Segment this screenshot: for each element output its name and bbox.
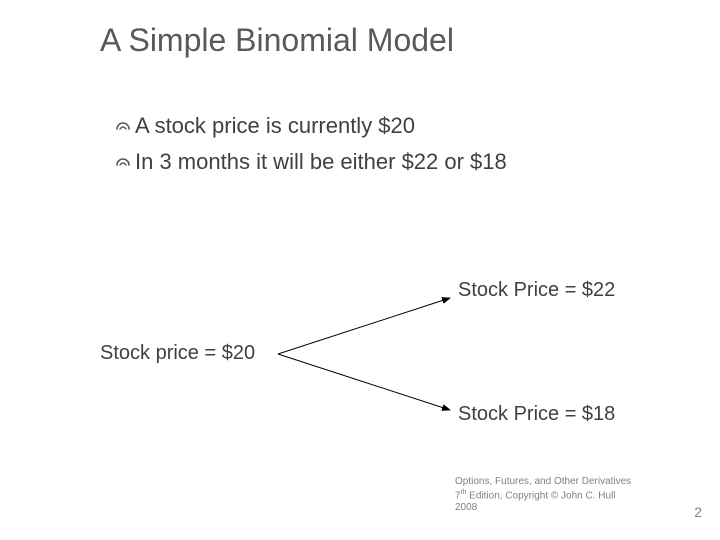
footer-line2-post: Edition, Copyright © John C. Hull [466,490,615,501]
page-number: 2 [694,504,702,520]
edge-down [278,354,450,410]
bullet-item: A stock price is currently $20 [115,112,635,144]
slide-title: A Simple Binomial Model [100,22,454,59]
edge-up [278,298,450,354]
bullet-glyph-icon [115,152,131,180]
footer-line3: 2008 [455,502,477,513]
bullet-item: In 3 months it will be either $22 or $18 [115,148,635,180]
binomial-tree-diagram: Stock price = $20 Stock Price = $22 Stoc… [100,270,620,440]
slide: A Simple Binomial Model A stock price is… [0,0,720,540]
footer-citation: Options, Futures, and Other Derivatives … [455,476,675,515]
bullet-text: A stock price is currently $20 [135,112,635,140]
bullet-glyph-icon [115,116,131,144]
tree-node-root: Stock price = $20 [100,342,255,365]
bullet-list: A stock price is currently $20 In 3 mont… [115,112,635,183]
footer-line1: Options, Futures, and Other Derivatives [455,476,631,487]
tree-node-up: Stock Price = $22 [458,279,615,302]
tree-node-down: Stock Price = $18 [458,403,615,426]
bullet-text: In 3 months it will be either $22 or $18 [135,148,635,176]
